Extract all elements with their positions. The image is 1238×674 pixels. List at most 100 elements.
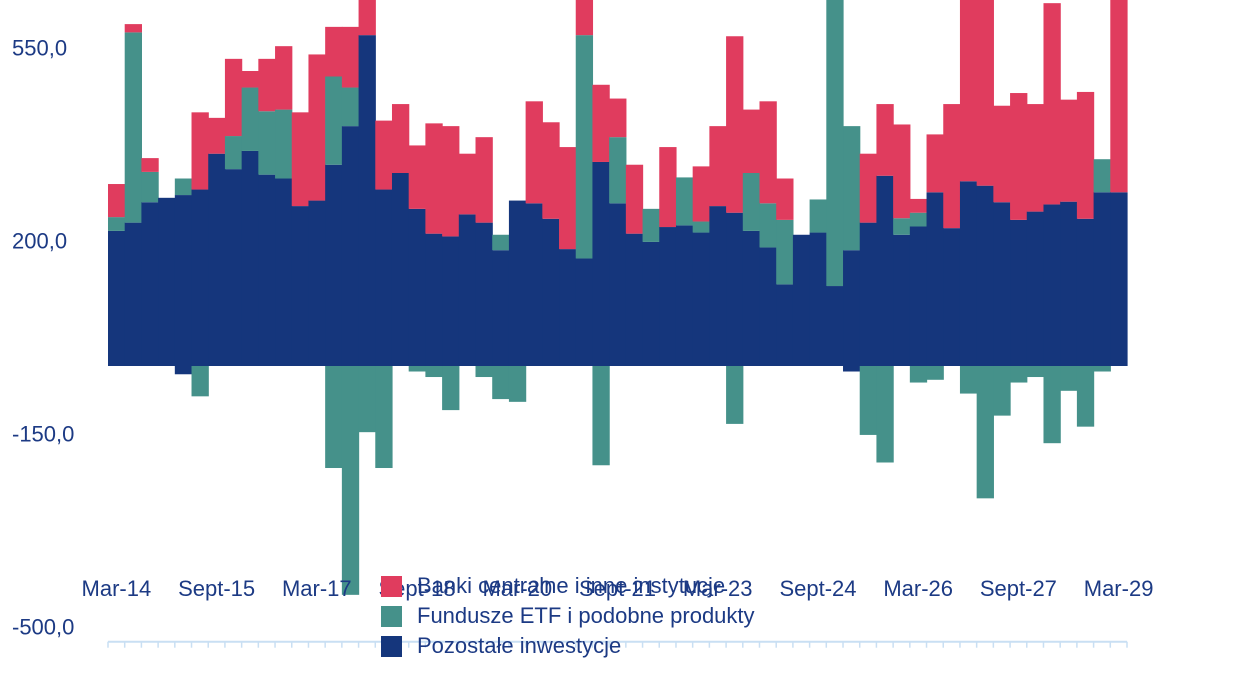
bar-banks <box>1026 104 1045 212</box>
bar-other <box>592 161 610 366</box>
bar-banks <box>375 120 393 190</box>
bar-banks <box>926 134 944 193</box>
x-tick-label: Mar-14 <box>82 576 152 601</box>
bar-banks <box>659 147 677 228</box>
bar-other <box>358 35 376 366</box>
bar-other <box>492 250 510 366</box>
bar-etf-negative <box>976 366 994 499</box>
bar-etf <box>241 87 259 151</box>
bar-banks <box>959 0 978 182</box>
bar-etf <box>575 35 594 259</box>
bar-other <box>675 225 694 366</box>
bar-other <box>1010 219 1028 366</box>
legend-item-etf: Fundusze ETF i podobne produkty <box>381 601 755 631</box>
bar-other <box>625 233 644 366</box>
legend-label-other: Pozostałe inwestycje <box>417 633 622 658</box>
bar-etf-negative <box>325 366 343 469</box>
bar-etf <box>108 217 126 231</box>
bar-other <box>976 185 994 366</box>
bar-other <box>859 222 878 366</box>
bar-banks <box>1010 93 1028 220</box>
bar-other <box>876 175 894 366</box>
bar-other <box>909 226 928 366</box>
bar-other <box>158 197 176 366</box>
bar-etf-negative <box>358 366 376 433</box>
bar-other <box>642 241 660 366</box>
bar-other <box>792 234 811 366</box>
bar-other <box>893 234 911 366</box>
x-tick-label: Sept-15 <box>178 576 255 601</box>
bar-other <box>1026 211 1045 366</box>
bar-etf <box>759 203 777 248</box>
bar-other <box>408 208 426 366</box>
bar-etf-negative <box>442 366 460 411</box>
bar-other <box>692 232 710 366</box>
x-tick-label: Sept-24 <box>779 576 856 601</box>
bar-etf <box>492 234 510 251</box>
bars-layer <box>108 0 1128 595</box>
bar-banks <box>475 137 493 223</box>
bar-etf-negative <box>508 366 527 402</box>
bar-etf-negative <box>592 366 610 466</box>
bar-banks <box>742 109 761 173</box>
bar-other <box>108 230 126 366</box>
bar-banks <box>391 104 410 173</box>
bar-other <box>241 150 259 366</box>
bar-etf <box>742 173 761 231</box>
bar-other <box>1110 192 1128 366</box>
bar-other <box>508 200 527 366</box>
bar-banks <box>224 58 243 137</box>
bar-other <box>659 227 677 366</box>
bar-banks <box>258 58 276 112</box>
bar-etf <box>124 32 142 223</box>
bar-banks <box>308 54 326 201</box>
y-tick-label: 550,0 <box>12 36 67 61</box>
bar-etf-negative <box>1026 366 1045 378</box>
legend-item-banks: Banki centralne i inne instytucje <box>381 571 755 601</box>
bar-etf-negative <box>191 366 209 397</box>
bar-other <box>726 212 744 366</box>
bar-etf <box>275 109 293 179</box>
x-tick-label: Mar-17 <box>282 576 352 601</box>
bar-other <box>575 258 594 366</box>
bar-etf <box>224 136 243 170</box>
bar-banks <box>191 112 209 190</box>
legend-item-other: Pozostałe inwestycje <box>381 631 755 661</box>
bar-other <box>1093 192 1111 366</box>
bar-etf <box>809 199 827 233</box>
bar-etf <box>141 171 159 203</box>
bar-etf <box>642 208 660 242</box>
bar-etf-negative <box>1010 366 1028 383</box>
bar-banks <box>141 158 159 172</box>
bar-banks <box>592 84 610 162</box>
bar-banks <box>993 105 1011 203</box>
bar-etf <box>675 177 694 226</box>
bar-banks <box>759 101 777 204</box>
bar-banks <box>525 101 543 204</box>
x-tick-label: Sept-27 <box>980 576 1057 601</box>
bar-other <box>843 250 861 366</box>
bar-etf <box>843 126 861 251</box>
bar-etf <box>909 212 928 227</box>
bar-etf-negative <box>341 366 360 595</box>
bar-banks <box>542 122 560 219</box>
bar-banks <box>1110 0 1128 193</box>
bar-banks <box>208 117 226 154</box>
bar-etf <box>174 178 193 196</box>
bar-etf <box>826 0 844 287</box>
bar-other <box>709 206 727 366</box>
bar-banks <box>609 98 627 138</box>
bar-other <box>1076 218 1095 366</box>
bar-banks <box>1076 91 1095 219</box>
bar-etf-negative <box>726 366 744 424</box>
bar-etf-negative <box>859 366 878 435</box>
legend: Banki centralne i inne instytucje Fundus… <box>381 571 755 661</box>
bar-etf-negative <box>475 366 493 378</box>
bar-other <box>475 222 493 366</box>
bar-other <box>759 247 777 366</box>
bar-other <box>1060 201 1078 366</box>
bar-banks <box>124 24 142 33</box>
bar-banks <box>876 104 894 176</box>
bar-other <box>275 178 293 366</box>
bar-etf <box>341 87 360 127</box>
